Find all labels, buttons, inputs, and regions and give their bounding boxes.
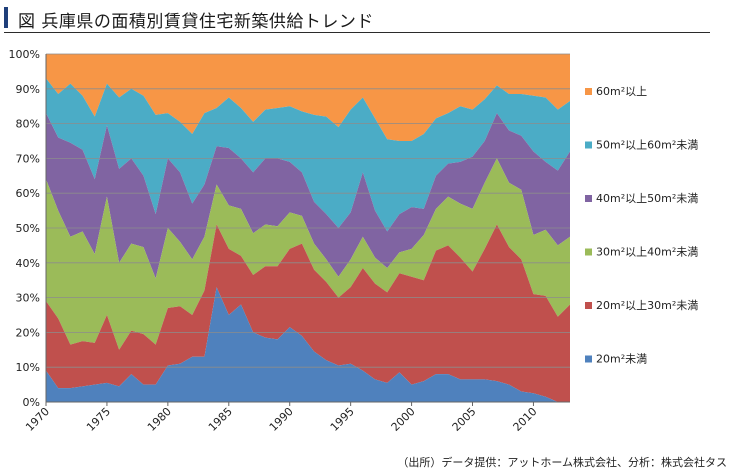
legend-swatch	[585, 248, 592, 256]
y-tick-label: 90%	[16, 83, 40, 96]
area-series-1	[46, 224, 570, 402]
legend-label: 60m²以上	[596, 85, 647, 98]
y-tick-label: 20%	[16, 326, 40, 339]
area-series-5	[46, 54, 570, 141]
x-tick-label: 1985	[206, 405, 235, 434]
y-tick-label: 30%	[16, 292, 40, 305]
chart-title: 図 兵庫県の面積別賃貸住宅新築供給トレンド	[18, 12, 374, 32]
legend-label: 20m²未満	[596, 353, 647, 366]
y-tick-label: 10%	[16, 361, 40, 374]
x-tick-label: 1970	[23, 405, 52, 434]
x-tick-label: 1980	[145, 405, 174, 434]
area-series-4	[46, 78, 570, 232]
x-tick-label: 1990	[267, 405, 296, 434]
x-tick-label: 1995	[328, 405, 357, 434]
title-accent-bar	[4, 7, 8, 28]
legend-swatch	[585, 195, 592, 202]
y-tick-label: 70%	[16, 152, 40, 165]
legend-swatch	[585, 355, 592, 363]
area-series-2	[46, 158, 570, 350]
source-note: （出所）データ提供：アットホーム株式会社、分析：株式会社タス	[397, 456, 727, 469]
legend-swatch	[585, 302, 592, 309]
legend-label: 50m²以上60m²未満	[596, 139, 698, 152]
area-series-3	[46, 113, 570, 279]
y-tick-label: 40%	[16, 257, 40, 270]
legend-swatch	[585, 141, 592, 149]
y-tick-label: 80%	[16, 118, 40, 131]
legend-label: 20m²以上30m²未満	[596, 299, 698, 312]
area-series-0	[46, 287, 570, 402]
legend-label: 30m²以上40m²未満	[596, 246, 698, 259]
y-tick-label: 50%	[16, 222, 40, 235]
title-bar: 図 兵庫県の面積別賃貸住宅新築供給トレンド	[4, 4, 710, 33]
y-tick-label: 100%	[9, 48, 40, 61]
x-tick-label: 2000	[389, 405, 418, 434]
x-tick-label: 2010	[511, 405, 540, 434]
legend-label: 40m²以上50m²未満	[596, 192, 698, 205]
x-tick-label: 1975	[84, 405, 113, 434]
y-tick-label: 0%	[23, 396, 40, 409]
x-tick-label: 2005	[450, 405, 479, 434]
y-tick-label: 60%	[16, 187, 40, 200]
legend-swatch	[585, 88, 592, 95]
